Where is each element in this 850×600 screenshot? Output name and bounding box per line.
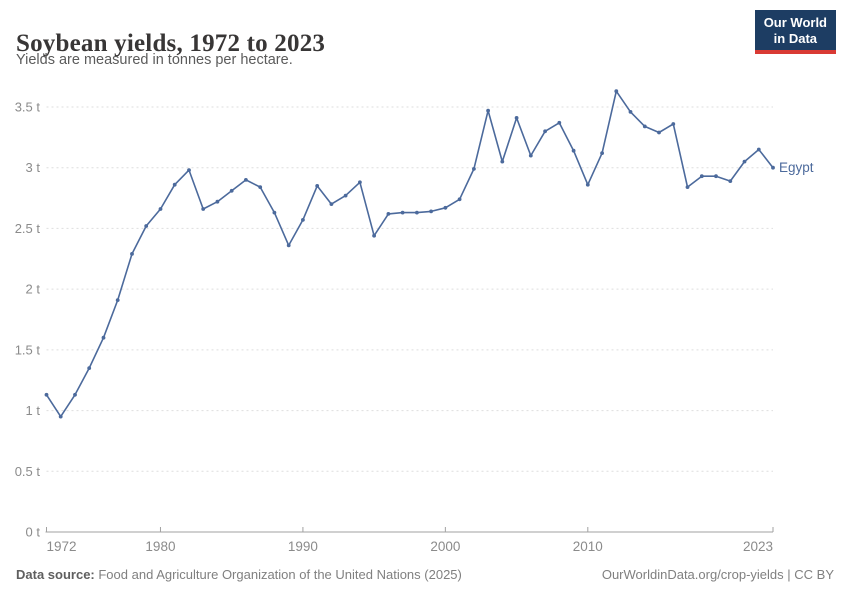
- data-point: [571, 148, 576, 153]
- x-tick-label: 1972: [47, 539, 77, 554]
- data-point: [486, 108, 490, 113]
- data-point: [472, 167, 476, 171]
- series-label-egypt[interactable]: Egypt: [779, 160, 814, 175]
- x-tick-label: 1980: [145, 539, 175, 554]
- data-point: [543, 129, 547, 134]
- data-point: [557, 120, 562, 125]
- data-point: [415, 210, 419, 215]
- y-tick-label: 3 t: [26, 160, 41, 175]
- data-point: [101, 335, 106, 340]
- data-point: [172, 182, 177, 187]
- chart-title: Soybean yields, 1972 to 2023: [16, 29, 326, 57]
- data-point: [642, 124, 647, 129]
- data-point: [614, 89, 619, 94]
- owid-logo-line2: in Data: [773, 30, 818, 46]
- data-point: [187, 168, 191, 173]
- data-point: [742, 159, 747, 164]
- data-point: [528, 153, 533, 158]
- data-source-text: Food and Agriculture Organization of the…: [94, 567, 462, 582]
- x-tick-label: 2010: [573, 539, 603, 554]
- footer-link[interactable]: OurWorldinData.org/crop-yields | CC BY: [601, 567, 834, 582]
- data-point: [358, 180, 362, 185]
- data-point: [514, 116, 519, 120]
- data-point: [386, 212, 391, 216]
- data-point: [244, 178, 248, 182]
- x-tick-label: 2023: [743, 539, 773, 554]
- y-tick-label: 1 t: [26, 403, 41, 418]
- data-point: [400, 210, 405, 215]
- data-point: [115, 298, 120, 302]
- line-series-egypt[interactable]: [45, 90, 774, 418]
- data-point: [258, 185, 263, 190]
- x-tick-label: 2000: [430, 539, 460, 554]
- data-point: [657, 130, 661, 135]
- data-point: [699, 174, 704, 179]
- data-point: [73, 392, 77, 397]
- data-point: [44, 392, 49, 397]
- x-tick-label: 1990: [288, 539, 318, 554]
- data-point: [144, 224, 149, 228]
- data-point: [329, 202, 334, 207]
- data-point: [301, 218, 305, 222]
- y-tick-label: 3.5 t: [15, 100, 41, 115]
- data-point: [628, 110, 633, 114]
- data-point: [600, 151, 604, 156]
- y-tick-label: 0.5 t: [15, 464, 41, 479]
- data-point: [130, 252, 134, 256]
- data-point: [372, 233, 376, 238]
- data-point: [585, 182, 590, 187]
- data-point: [714, 174, 718, 179]
- data-point: [229, 188, 234, 193]
- data-point: [315, 184, 320, 188]
- owid-logo-line1: Our World: [763, 15, 827, 30]
- data-point: [343, 193, 348, 198]
- y-tick-label: 0 t: [26, 525, 41, 540]
- data-source-label: Data source:: [16, 567, 95, 582]
- data-point: [500, 159, 505, 164]
- chart-subtitle: Yields are measured in tonnes per hectar…: [16, 52, 293, 68]
- data-point: [443, 205, 448, 210]
- chart-footer: Data source: Food and Agriculture Organi…: [16, 567, 834, 582]
- y-tick-label: 2.5 t: [15, 221, 41, 236]
- data-point: [429, 209, 433, 214]
- data-point: [272, 210, 277, 215]
- data-point: [215, 199, 220, 204]
- data-point: [756, 147, 761, 152]
- data-point: [771, 165, 775, 170]
- data-point: [87, 366, 92, 370]
- data-point: [286, 243, 291, 248]
- y-tick-label: 1.5 t: [15, 342, 41, 357]
- data-source: Data source: Food and Agriculture Organi…: [16, 567, 462, 582]
- data-point: [201, 207, 206, 211]
- data-point: [685, 185, 690, 190]
- data-point: [728, 179, 733, 184]
- data-point: [671, 122, 676, 126]
- y-tick-label: 2 t: [26, 282, 41, 297]
- owid-logo[interactable]: Our World in Data: [754, 10, 836, 54]
- data-point: [58, 414, 63, 419]
- data-point: [158, 207, 163, 211]
- data-point: [457, 197, 462, 202]
